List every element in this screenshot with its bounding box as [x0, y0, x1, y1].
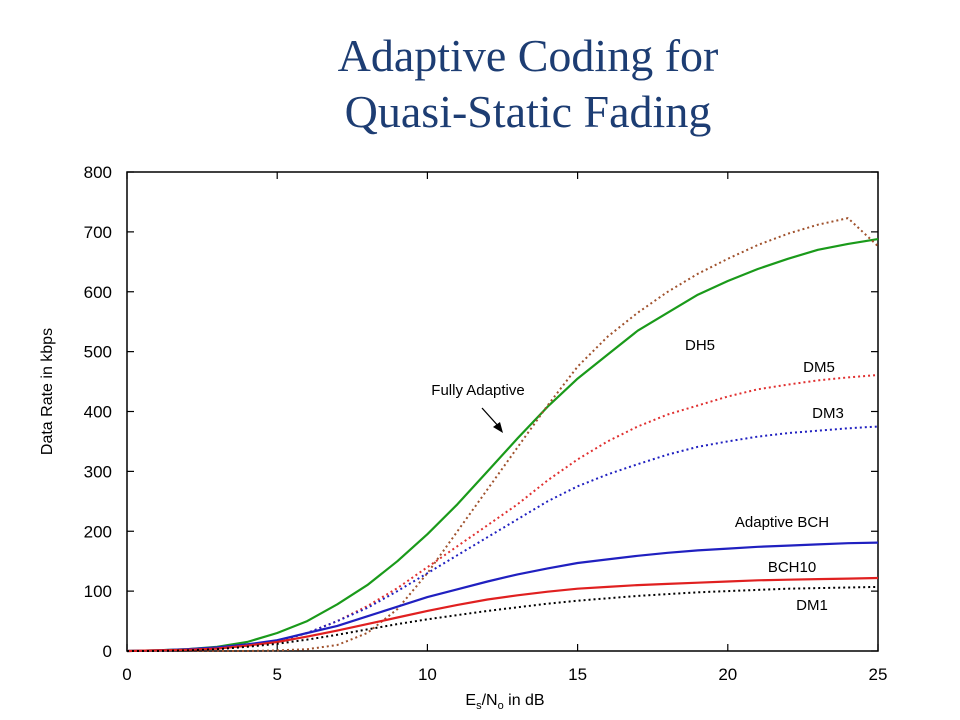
- series-line-dm3: [127, 425, 879, 652]
- y-axis-label: Data Rate in kbps: [39, 328, 56, 455]
- series-line-dm1: [127, 585, 879, 652]
- annotation-bch10: BCH10: [768, 559, 816, 576]
- x-axis-label: Es/No in dB: [465, 692, 544, 712]
- series-line-dh5: [127, 217, 879, 652]
- series-line-bch10: [126, 576, 879, 653]
- annotation-dm1: DM1: [796, 597, 828, 614]
- y-tick-label: 700: [84, 223, 112, 242]
- chart-title-line-1: Adaptive Coding for: [337, 30, 719, 81]
- series-line-fully-adaptive: [126, 238, 879, 653]
- x-tick-label: 0: [122, 665, 131, 684]
- series-line-dm5: [127, 374, 879, 652]
- x-tick-label: 20: [718, 665, 737, 684]
- annotation-dm5: DM5: [803, 359, 835, 376]
- x-tick-label: 15: [568, 665, 587, 684]
- annotation-adaptive-bch: Adaptive BCH: [735, 514, 829, 531]
- y-tick-label: 600: [84, 283, 112, 302]
- annotation-dh5: DH5: [685, 337, 715, 354]
- series-line-adaptive-bch: [126, 541, 879, 653]
- x-tick-label: 5: [272, 665, 281, 684]
- y-tick-label: 300: [84, 462, 112, 481]
- y-tick-label: 0: [103, 642, 112, 661]
- chart-title-line-2: Quasi-Static Fading: [344, 86, 712, 137]
- y-tick-label: 100: [84, 582, 112, 601]
- x-tick-label: 10: [418, 665, 437, 684]
- y-tick-label: 800: [84, 163, 112, 182]
- annotation-dm3: DM3: [812, 405, 844, 422]
- annotation-arrow-head: [493, 422, 503, 433]
- x-tick-label: 25: [869, 665, 888, 684]
- y-tick-label: 200: [84, 522, 112, 541]
- chart-title: Adaptive Coding for Quasi-Static Fading: [0, 28, 960, 140]
- y-tick-label: 500: [84, 343, 112, 362]
- annotation-fully-adaptive: Fully Adaptive: [431, 382, 524, 399]
- y-tick-label: 400: [84, 403, 112, 422]
